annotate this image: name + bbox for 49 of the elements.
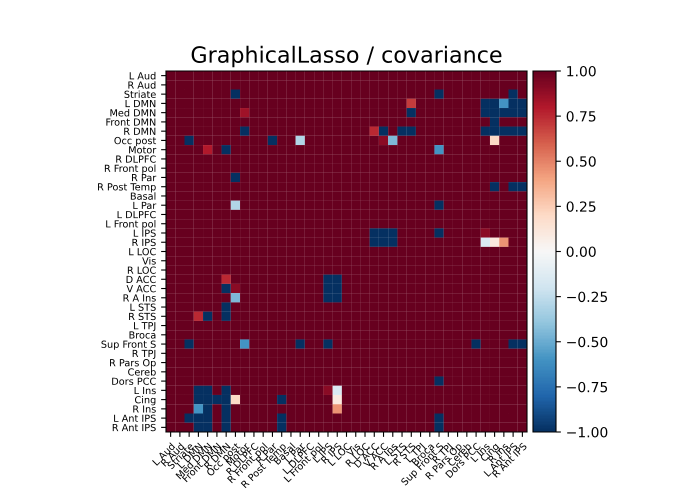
color-bar-label: −0.50: [567, 336, 608, 348]
y-tick-label: R Front pol: [104, 164, 156, 174]
y-tick-label: L IPS: [134, 229, 156, 237]
y-tick-label: R TPJ: [132, 350, 156, 359]
y-tick-label: R Ant IPS: [112, 424, 156, 432]
y-tick-label: L LOC: [129, 248, 156, 256]
y-tick-label: D ACC: [126, 276, 156, 284]
y-tick-label: L Front pol: [106, 220, 156, 230]
y-tick-label: Sup Front S: [101, 340, 156, 350]
y-tick-label: Dors PCC: [112, 378, 156, 385]
color-bar-label: 1.00: [567, 66, 596, 76]
y-tick-label: Front DMN: [106, 118, 156, 126]
y-tick-label: L Par: [133, 202, 156, 210]
color-bar-label: 0.00: [566, 246, 596, 257]
color-bar-label: 0.50: [566, 156, 596, 167]
color-bar-label: −0.25: [567, 292, 608, 302]
y-tick-label: R Pars Op: [110, 359, 156, 368]
y-tick-label: L Aud: [130, 72, 156, 80]
y-tick-label: R Aud: [128, 81, 156, 89]
y-tick-label: Vis: [142, 257, 156, 265]
y-tick-label: L Ant IPS: [114, 414, 156, 422]
y-tick-label: Striate: [124, 90, 156, 98]
color-bar-label: 0.25: [566, 201, 596, 212]
y-tick-label: V ACC: [126, 285, 156, 292]
y-tick-label: L DMN: [126, 100, 156, 108]
chart-title: GraphicalLasso / covariance: [192, 46, 502, 68]
color-bar-label: −0.75: [567, 382, 608, 392]
y-tick-label: R Post Temp: [98, 183, 156, 192]
y-tick-label: Occ post: [114, 136, 156, 146]
y-tick-label: Cing: [135, 396, 156, 406]
y-tick-label: L TPJ: [134, 322, 156, 332]
color-bar-label: 0.75: [566, 111, 596, 122]
y-tick-label: R A Ins: [124, 294, 156, 302]
y-tick-label: L STS: [130, 304, 156, 311]
y-tick-label: R LOC: [128, 266, 156, 274]
y-tick-label: R Ins: [133, 405, 156, 413]
y-tick-label: R IPS: [132, 238, 156, 246]
y-tick-label: L DLPFC: [118, 210, 156, 218]
y-tick-label: Cereb: [128, 368, 156, 376]
y-tick-label: L Ins: [134, 386, 156, 394]
y-tick-label: R Par: [132, 174, 156, 182]
y-tick-label: Basal: [130, 192, 156, 200]
y-tick-label: Broca: [130, 331, 156, 339]
y-tick-label: R STS: [129, 312, 156, 320]
y-tick-label: Med DMN: [110, 108, 156, 116]
y-tick-label: Motor: [129, 146, 156, 154]
y-tick-label: R DLPFC: [116, 155, 156, 163]
y-tick-label: R DMN: [124, 128, 156, 135]
color-bar-label: −1.00: [567, 426, 608, 438]
